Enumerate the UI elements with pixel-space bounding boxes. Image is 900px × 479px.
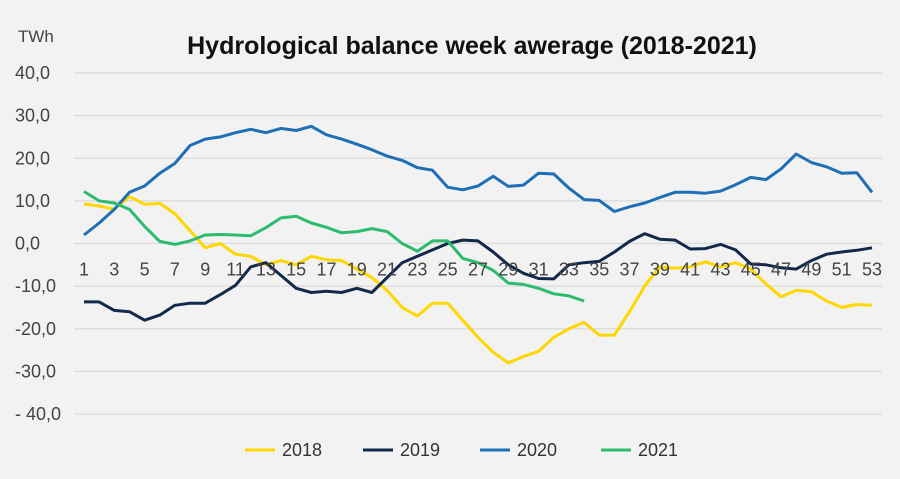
- legend-item-2019: 2019: [363, 440, 440, 460]
- x-tick-label: 25: [438, 260, 458, 280]
- series-line-2018: [83, 195, 873, 365]
- legend: 2018 2019 2020 2021: [245, 440, 678, 460]
- y-tick-label: -10,0: [15, 276, 56, 296]
- x-tick-label: 47: [771, 260, 791, 280]
- legend-item-2021: 2021: [601, 440, 678, 460]
- y-tick-label: 20,0: [15, 148, 50, 168]
- series-lines: [83, 124, 874, 365]
- series-line-2021: [83, 190, 585, 303]
- y-tick-label: 10,0: [15, 191, 50, 211]
- x-tick-label: 3: [109, 260, 119, 280]
- legend-label: 2020: [517, 440, 557, 460]
- x-tick-label: 49: [801, 260, 821, 280]
- x-tick-label: 13: [256, 260, 276, 280]
- x-tick-label: 53: [862, 260, 882, 280]
- x-tick-label: 29: [498, 260, 518, 280]
- x-tick-label: 33: [559, 260, 579, 280]
- legend-label: 2019: [400, 440, 440, 460]
- x-tick-label: 43: [710, 260, 730, 280]
- x-tick-label: 5: [140, 260, 150, 280]
- x-tick-label: 11: [226, 260, 245, 280]
- x-tick-label: 51: [832, 260, 852, 280]
- x-tick-label: 7: [170, 260, 180, 280]
- x-tick-label: 27: [468, 260, 488, 280]
- x-tick-label: 31: [529, 260, 549, 280]
- x-tick-label: 37: [620, 260, 640, 280]
- legend-item-2020: 2020: [480, 440, 557, 460]
- y-tick-label: 40,0: [15, 63, 50, 83]
- x-tick-label: 41: [680, 260, 700, 280]
- x-tick-label: 21: [377, 260, 397, 280]
- x-tick-label: 19: [347, 260, 367, 280]
- y-tick-label: 30,0: [15, 106, 50, 126]
- x-tick-label: 15: [286, 260, 306, 280]
- x-tick-label: 39: [650, 260, 670, 280]
- x-tick-label: 17: [316, 260, 336, 280]
- y-tick-label: 0,0: [15, 234, 40, 254]
- x-tick-label: 23: [407, 260, 427, 280]
- legend-item-2018: 2018: [245, 440, 322, 460]
- chart-title: Hydrological balance week awerage (2018-…: [187, 32, 757, 60]
- y-axis-ticks: 40,0 30,0 20,0 10,0 0,0 -10,0 -20,0 -30,0 - 40,0: [15, 63, 61, 424]
- x-axis-ticks: 1 3 5 7 9 11 13 15 17 19 21 23 25 27 29 31 33 35 37 39 41 43 4…: [79, 260, 882, 280]
- x-tick-label: 35: [589, 260, 609, 280]
- gridlines: [74, 72, 882, 415]
- y-tick-label: -20,0: [15, 319, 56, 339]
- y-axis-unit: TWh: [18, 27, 54, 46]
- x-tick-label: 45: [741, 260, 761, 280]
- x-tick-label: 9: [200, 260, 210, 280]
- x-tick-label: 1: [79, 260, 89, 280]
- y-tick-label: -30,0: [15, 361, 56, 381]
- series-line-2020: [83, 124, 874, 237]
- legend-label: 2021: [638, 440, 678, 460]
- y-tick-label: - 40,0: [15, 404, 61, 424]
- legend-label: 2018: [282, 440, 322, 460]
